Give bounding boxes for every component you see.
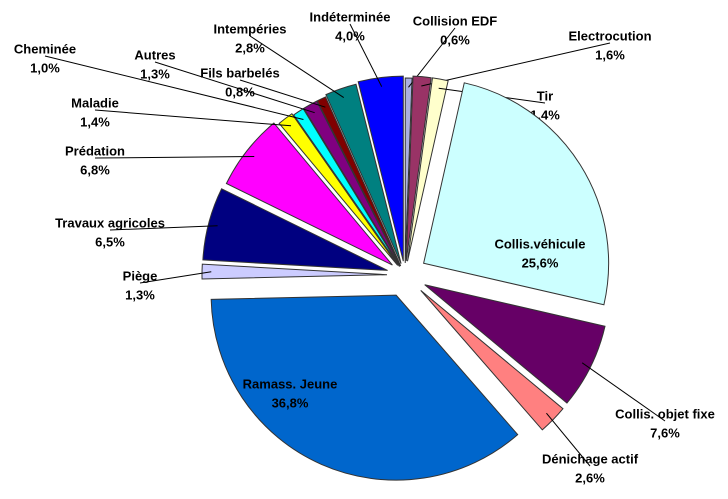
leader-line (94, 156, 255, 159)
slice-label: Piège (123, 268, 158, 283)
leader-line (154, 61, 315, 114)
pie-slice (357, 75, 404, 262)
slice-value: 0,6% (440, 32, 470, 47)
leader-line (239, 79, 326, 108)
slice-value: 1,4% (80, 114, 110, 129)
slice-label: Maladie (71, 95, 119, 110)
slice-label: Electrocution (568, 28, 651, 43)
leader-line (546, 412, 591, 467)
slice-value: 6,5% (95, 234, 125, 249)
slice-label: Collision EDF (413, 13, 498, 28)
slice-label: Ramass. Jeune (243, 376, 338, 391)
slice-label: Fils barbelés (200, 65, 279, 80)
slice-value: 2,6% (575, 470, 605, 485)
leader-line (94, 109, 292, 127)
pie-slice (406, 77, 449, 262)
leader-line (349, 23, 383, 87)
slice-label: Dénichage actif (542, 451, 639, 466)
slice-label: Travaux agricoles (55, 215, 165, 230)
slice-label: Collis.véhicule (494, 236, 585, 251)
pie-slice (201, 263, 388, 280)
pie-slice (404, 77, 413, 264)
slice-value: 2,8% (235, 40, 265, 55)
slice-value: 7,6% (650, 425, 680, 440)
pie-slice (405, 75, 432, 262)
slice-value: 1,6% (595, 47, 625, 62)
slice-value: 6,8% (80, 162, 110, 177)
leader-line (139, 271, 212, 284)
slice-label: Tir (537, 88, 553, 103)
pie-slice (210, 294, 519, 481)
pie-slice (316, 96, 402, 267)
slice-label: Indéterminée (310, 9, 391, 24)
leader-line (44, 55, 304, 120)
slice-label: Autres (134, 47, 175, 62)
slice-value: 1,3% (125, 287, 155, 302)
pie-slice (303, 100, 401, 267)
pie-slice (278, 113, 399, 266)
slice-label: Intempéries (214, 21, 287, 36)
leader-line (109, 225, 218, 231)
pie-slice (325, 83, 402, 264)
pie-slice (424, 284, 606, 404)
slice-value: 36,8% (272, 395, 309, 410)
leader-line (421, 42, 611, 87)
slice-label: Collis. objet fixe (615, 406, 715, 421)
slice-label: Prédation (65, 143, 125, 158)
slice-value: 1,0% (30, 60, 60, 75)
slice-value: 1,3% (140, 66, 170, 81)
pie-slice (202, 188, 388, 271)
slice-label: Cheminée (14, 41, 76, 56)
pie-slice (225, 122, 393, 266)
pie-slice (420, 289, 564, 431)
slice-value: 0,8% (225, 84, 255, 99)
slice-value: 4,0% (335, 28, 365, 43)
slice-value: 25,6% (522, 255, 559, 270)
leader-line (581, 362, 666, 422)
pie-slice (423, 82, 610, 306)
leader-line (249, 35, 345, 98)
